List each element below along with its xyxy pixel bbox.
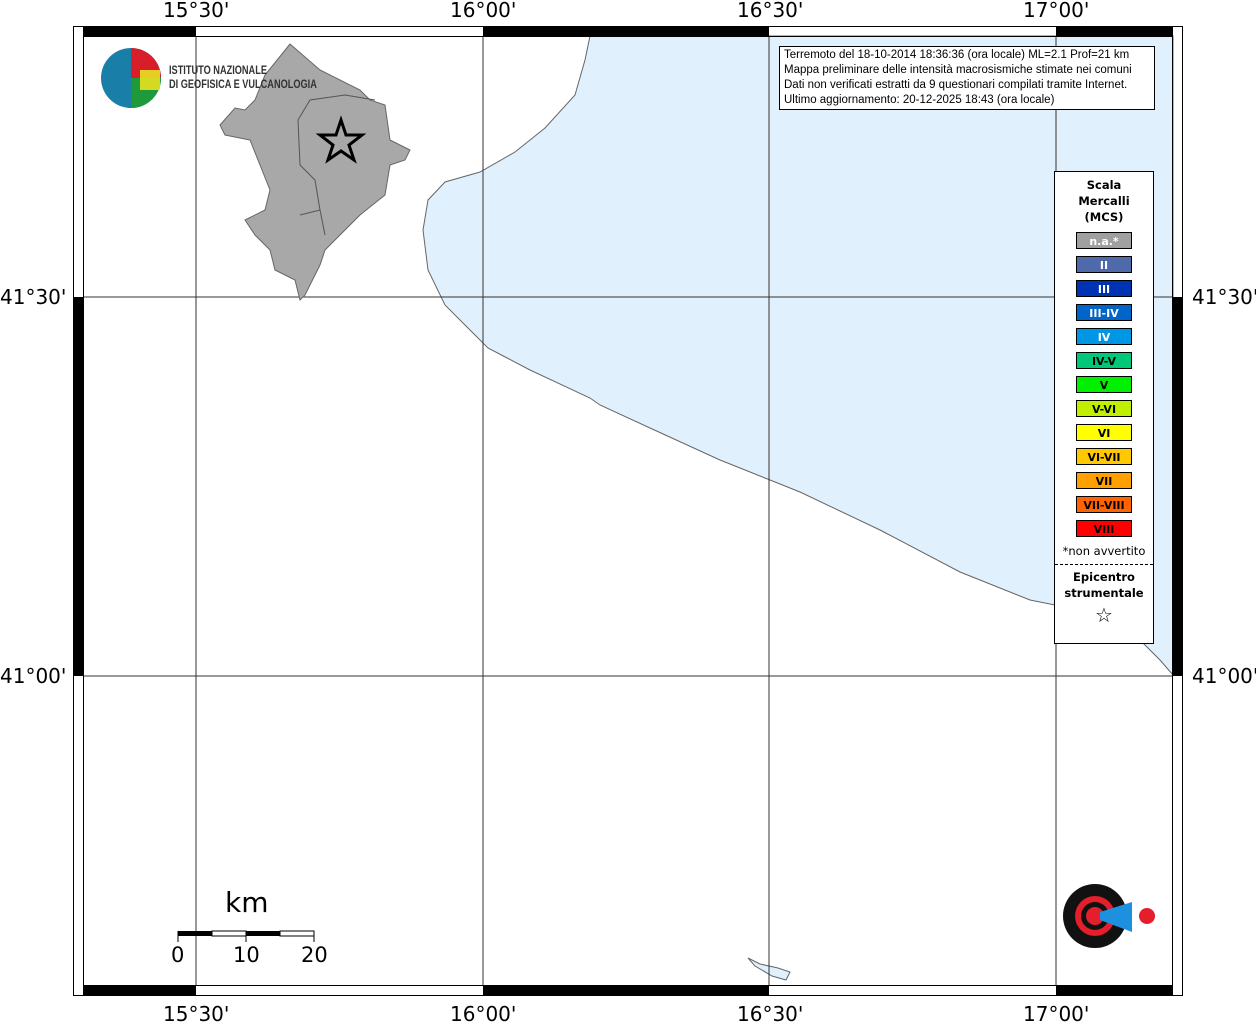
scalebar-label: 0 <box>171 943 185 967</box>
legend-swatch: n.a.* <box>1076 232 1132 249</box>
lon-tick-top: 16°00' <box>450 0 517 22</box>
mcs-legend: Scala Mercalli (MCS) n.a.* II III III-IV IV I… <box>1054 171 1154 644</box>
legend-swatch: II <box>1076 256 1132 273</box>
lon-tick-top: 16°30' <box>737 0 804 22</box>
legend-swatch: VI-VII <box>1076 448 1132 465</box>
legend-swatch: VI <box>1076 424 1132 441</box>
frame-ticks <box>74 27 1182 995</box>
legend-swatch: V <box>1076 376 1132 393</box>
legend-epicenter-label: Epicentro strumentale <box>1064 570 1144 600</box>
legend-swatch: III <box>1076 280 1132 297</box>
event-info-line: Mappa preliminare delle intensità macros… <box>784 64 1132 76</box>
lat-tick-right: 41°30' <box>1192 285 1256 309</box>
lon-tick-top: 17°00' <box>1023 0 1090 22</box>
lon-tick-bottom: 15°30' <box>163 1002 230 1026</box>
legend-swatch: VIII <box>1076 520 1132 537</box>
legend-divider <box>1055 564 1153 565</box>
lat-tick-right: 41°00' <box>1192 664 1256 688</box>
event-info-line: Terremoto del 18-10-2014 18:36:36 (ora l… <box>784 49 1130 61</box>
scalebar-unit: km <box>225 886 269 919</box>
legend-swatch: IV-V <box>1076 352 1132 369</box>
legend-swatch: IV <box>1076 328 1132 345</box>
scalebar-label: 20 <box>301 943 328 967</box>
lat-tick-left: 41°30' <box>0 285 67 309</box>
lon-tick-bottom: 17°00' <box>1023 1002 1090 1026</box>
scalebar <box>177 930 315 942</box>
lon-tick-top: 15°30' <box>163 0 230 22</box>
legend-swatch: VII <box>1076 472 1132 489</box>
affected-municipalities <box>219 43 411 301</box>
legend-title: Scala Mercalli (MCS) <box>1078 178 1130 224</box>
event-info-box: Terremoto del 18-10-2014 18:36:36 (ora l… <box>779 46 1155 110</box>
ingv-globe-icon <box>101 48 161 108</box>
event-info-line: Ultimo aggiornamento: 20-12-2025 18:43 (… <box>784 94 1055 106</box>
event-info-line: Dati non verificati estratti da 9 questi… <box>784 79 1128 91</box>
legend-swatch: III-IV <box>1076 304 1132 321</box>
hsit-logo-icon <box>1063 884 1155 948</box>
scalebar-label: 10 <box>233 943 260 967</box>
legend-swatch: V-VI <box>1076 400 1132 417</box>
lon-tick-bottom: 16°30' <box>737 1002 804 1026</box>
lon-tick-bottom: 16°00' <box>450 1002 517 1026</box>
graticule <box>83 36 1173 986</box>
lat-tick-left: 41°00' <box>0 664 67 688</box>
epicenter-star <box>315 115 367 164</box>
legend-swatch: VII-VIII <box>1076 496 1132 513</box>
star-icon: ☆ <box>1095 603 1113 627</box>
legend-note: *non avvertito <box>1062 544 1146 558</box>
ingv-logo: ISTITUTO NAZIONALE DI GEOFISICA E VULCAN… <box>169 65 317 91</box>
